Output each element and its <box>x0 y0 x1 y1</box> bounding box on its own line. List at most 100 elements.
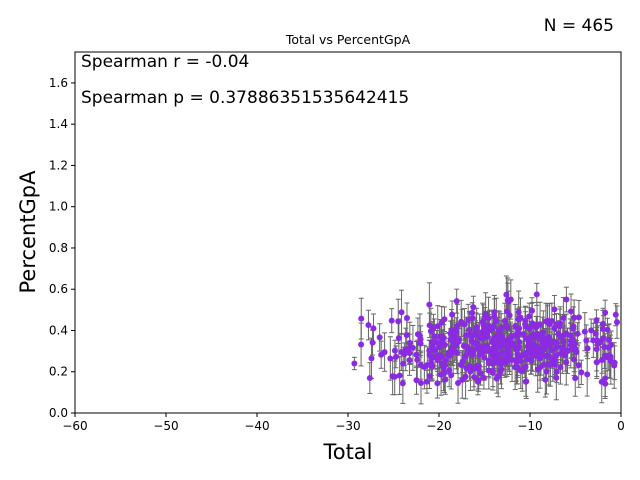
data-point <box>358 315 365 322</box>
x-tick-label: 0 <box>617 419 625 433</box>
data-point <box>574 330 581 337</box>
data-point <box>504 297 511 304</box>
data-point <box>461 353 468 360</box>
data-point <box>553 368 560 375</box>
data-point <box>583 337 590 344</box>
data-point <box>539 330 546 337</box>
x-tick-label: −10 <box>517 419 542 433</box>
data-point <box>395 335 402 342</box>
data-point <box>453 298 460 305</box>
data-point <box>551 306 558 313</box>
data-point <box>516 325 523 332</box>
data-point <box>529 307 536 314</box>
data-point <box>470 339 477 346</box>
data-point <box>520 351 527 358</box>
data-point <box>452 337 459 344</box>
data-point <box>551 338 558 345</box>
data-point <box>593 346 600 353</box>
data-point <box>467 348 474 355</box>
data-point <box>365 322 372 329</box>
data-point <box>446 367 453 374</box>
data-point <box>463 364 470 371</box>
data-point <box>435 353 442 360</box>
data-point <box>480 374 487 381</box>
data-point <box>403 314 410 321</box>
data-point <box>426 322 433 329</box>
x-tick-label: −30 <box>335 419 360 433</box>
data-point <box>455 379 462 386</box>
data-point <box>370 325 377 332</box>
data-point <box>593 359 600 366</box>
data-point <box>570 356 577 363</box>
data-point <box>458 318 465 325</box>
data-point <box>403 332 410 339</box>
data-point <box>423 378 430 385</box>
data-point <box>381 349 388 356</box>
data-point <box>388 317 395 324</box>
y-axis-ticks: 0.0 0.2 0.4 0.6 0.8 1.0 1.2 1.4 1.6 <box>49 76 75 420</box>
data-point <box>429 343 436 350</box>
data-point <box>570 323 577 330</box>
data-point <box>542 318 549 325</box>
data-point <box>491 313 498 320</box>
data-point <box>436 344 443 351</box>
data-point <box>413 377 420 384</box>
data-point <box>527 350 534 357</box>
data-point <box>522 363 529 370</box>
data-point <box>417 340 424 347</box>
y-tick-label: 1.6 <box>49 76 68 90</box>
data-point <box>564 347 571 354</box>
data-point <box>611 359 618 366</box>
data-point <box>532 352 539 359</box>
data-point <box>512 364 519 371</box>
y-tick-label: 0.4 <box>49 323 68 337</box>
data-point <box>540 361 547 368</box>
data-point <box>557 364 564 371</box>
data-point <box>387 355 394 362</box>
data-point <box>532 334 539 341</box>
data-point <box>553 374 560 381</box>
data-point <box>598 357 605 364</box>
y-tick-label: 0.0 <box>49 406 68 420</box>
x-tick-label: −40 <box>244 419 269 433</box>
data-point <box>563 296 570 303</box>
x-tick-label: −50 <box>153 419 178 433</box>
data-point <box>499 357 506 364</box>
data-point <box>557 334 564 341</box>
data-point <box>592 330 599 337</box>
data-point <box>466 326 473 333</box>
data-point <box>486 357 493 364</box>
data-point <box>508 341 515 348</box>
data-point <box>530 341 537 348</box>
data-point <box>584 345 591 352</box>
chart-title: Total vs PercentGpA <box>285 32 411 47</box>
data-point <box>506 312 513 319</box>
data-point <box>429 353 436 360</box>
data-point <box>427 328 434 335</box>
data-point <box>358 341 365 348</box>
data-point <box>501 317 508 324</box>
data-point <box>597 339 604 346</box>
data-point <box>506 352 513 359</box>
data-point <box>599 320 606 327</box>
data-point <box>503 291 510 298</box>
data-point <box>605 336 612 343</box>
data-point <box>502 340 509 347</box>
data-points-layer <box>351 275 621 405</box>
data-point <box>495 353 502 360</box>
data-point <box>575 314 582 321</box>
data-point <box>520 331 527 338</box>
data-point <box>401 351 408 358</box>
data-point <box>433 339 440 346</box>
y-tick-label: 1.0 <box>49 200 68 214</box>
data-point <box>491 309 498 316</box>
data-point <box>545 333 552 340</box>
data-point <box>439 360 446 367</box>
data-point <box>544 353 551 360</box>
data-point <box>391 373 398 380</box>
data-point <box>560 314 567 321</box>
data-point <box>601 344 608 351</box>
data-point <box>417 336 424 343</box>
data-point <box>560 338 567 345</box>
data-point <box>409 344 416 351</box>
